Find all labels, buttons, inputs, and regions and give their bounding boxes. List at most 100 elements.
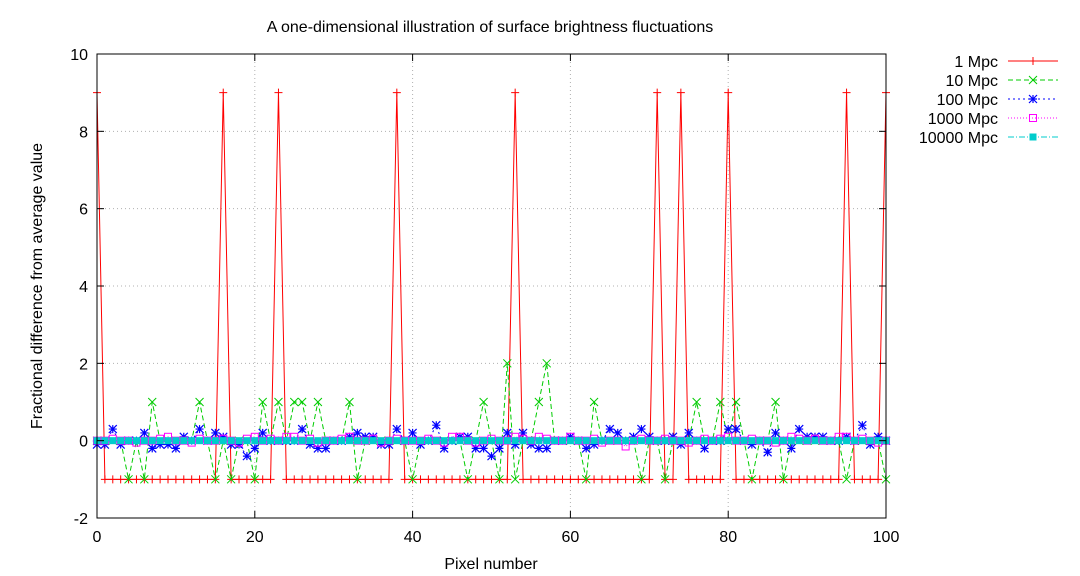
data-point	[352, 428, 362, 438]
data-point	[376, 440, 386, 449]
series-4	[93, 437, 890, 445]
data-point	[289, 397, 299, 407]
data-point	[487, 475, 496, 484]
data-point	[590, 437, 598, 445]
data-point	[786, 443, 796, 453]
data-point	[109, 437, 117, 445]
data-point	[559, 437, 567, 445]
data-point	[684, 475, 693, 484]
legend: 1 Mpc 10 Mpc 100 Mpc 1000 Mpc 10000 Mpc	[919, 54, 1058, 147]
data-point	[313, 475, 322, 484]
data-point	[196, 437, 204, 445]
data-point	[401, 437, 409, 445]
data-point	[747, 440, 757, 449]
data-point	[306, 437, 314, 445]
grid-layer	[97, 54, 886, 518]
data-point	[471, 475, 480, 484]
data-point	[842, 88, 851, 97]
data-point	[210, 474, 220, 484]
data-point	[581, 443, 591, 453]
data-point	[392, 88, 401, 97]
data-point	[400, 475, 409, 484]
data-point	[219, 437, 227, 445]
data-point	[574, 437, 582, 445]
data-point	[653, 88, 662, 97]
data-point	[132, 475, 141, 484]
y-tick-label: 0	[79, 434, 88, 451]
data-point	[589, 440, 599, 449]
data-point	[637, 474, 646, 484]
data-point	[266, 475, 275, 484]
data-point	[432, 437, 440, 445]
data-point	[622, 437, 630, 445]
data-point	[156, 475, 165, 484]
data-point	[756, 437, 764, 445]
data-point	[188, 437, 196, 445]
data-point	[494, 443, 504, 453]
data-point	[669, 437, 677, 445]
legend-label: 1000 Mpc	[928, 111, 998, 128]
data-point	[819, 437, 827, 445]
series-line	[96, 92, 887, 480]
y-tick-label: 4	[79, 279, 88, 296]
data-point	[117, 437, 125, 445]
data-point	[164, 437, 172, 445]
data-point	[716, 475, 725, 484]
data-point	[653, 437, 661, 445]
data-point	[242, 475, 251, 484]
data-point	[803, 437, 811, 445]
data-point	[139, 428, 149, 438]
data-point	[235, 437, 243, 445]
data-point	[163, 440, 173, 449]
data-point	[282, 475, 291, 484]
data-point	[353, 474, 362, 484]
y-tick-label: 6	[79, 202, 88, 219]
data-point	[297, 424, 307, 434]
data-point	[732, 437, 740, 445]
legend-label: 100 Mpc	[937, 92, 998, 109]
data-point	[526, 475, 535, 484]
data-point	[274, 397, 283, 407]
data-point	[857, 420, 867, 430]
y-tick-label: 10	[70, 47, 88, 64]
data-point	[613, 428, 623, 438]
data-point	[440, 437, 448, 445]
y-tick-label: -2	[74, 511, 88, 528]
y-axis-label: Fractional difference from average value	[29, 143, 46, 429]
data-point	[724, 437, 732, 445]
data-point	[195, 424, 204, 434]
data-point	[455, 475, 464, 484]
data-point	[614, 437, 622, 445]
data-point	[771, 475, 780, 484]
legend-marker-sample	[1029, 114, 1037, 122]
data-point	[685, 437, 693, 445]
data-point	[668, 475, 677, 484]
legend-entry: 1 Mpc	[954, 54, 1058, 71]
data-point	[338, 437, 346, 445]
data-point	[589, 397, 599, 407]
data-point	[479, 397, 488, 407]
data-point	[258, 428, 268, 438]
data-point	[290, 437, 298, 445]
legend-marker-sample	[1029, 133, 1037, 141]
data-point	[660, 474, 670, 484]
data-point	[795, 475, 804, 484]
data-point	[297, 397, 307, 407]
data-point	[368, 432, 378, 442]
data-point	[432, 475, 441, 484]
data-point	[171, 443, 181, 453]
legend-label: 10 Mpc	[946, 73, 998, 90]
data-point	[251, 437, 259, 445]
data-point	[810, 475, 819, 484]
data-point	[630, 437, 638, 445]
data-point	[211, 437, 219, 445]
x-tick-label: 20	[246, 529, 264, 546]
data-point	[321, 443, 331, 453]
series-1	[92, 358, 891, 484]
data-point	[534, 475, 543, 484]
data-point	[543, 437, 551, 445]
data-point	[827, 437, 835, 445]
data-point	[290, 475, 299, 484]
data-point	[369, 437, 377, 445]
series-0	[93, 88, 890, 484]
